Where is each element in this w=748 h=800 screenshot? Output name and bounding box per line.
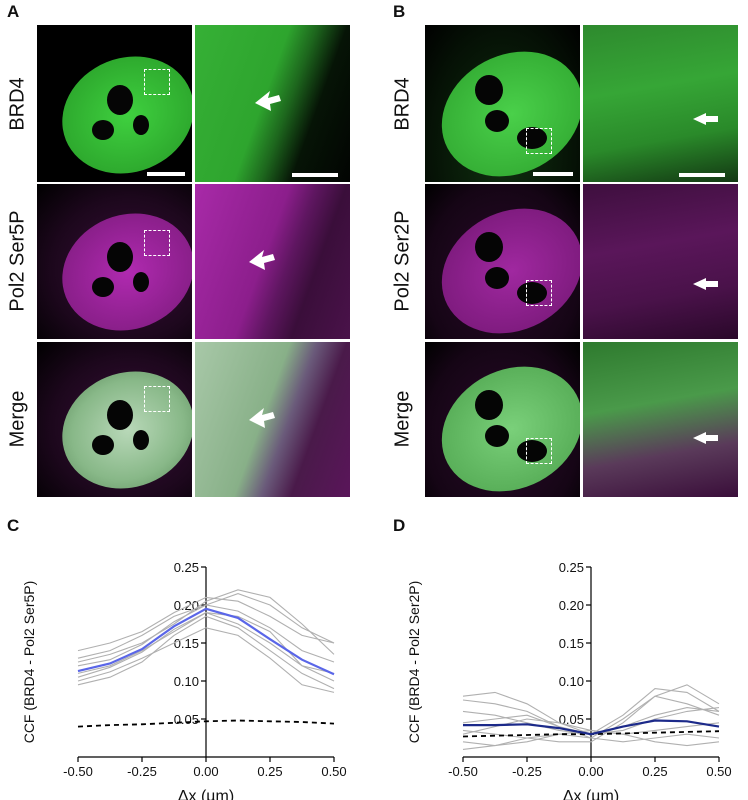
x-tick-label: 0.25 [642,764,667,779]
y-tick-label: 0.25 [559,560,584,575]
image-b-pol2 [425,184,580,339]
individual-series-line [462,695,720,743]
y-tick-label: 0.10 [174,674,199,689]
image-a-merge-zoom [195,342,350,497]
individual-series-line [462,733,720,747]
y-axis-label: CCF (BRD4 - Pol2 Ser2P) [406,581,422,744]
x-axis-label: Δx (µm) [178,788,234,800]
image-b-brd4 [425,25,580,182]
individual-series-line [462,729,720,750]
row-label-b-merge: Merge [391,390,414,448]
y-tick-label: 0.05 [174,712,199,727]
y-tick-label: 0.15 [174,636,199,651]
x-tick-label: -0.25 [127,764,157,779]
mean-series-line [77,607,335,676]
x-tick-label: 0.50 [706,764,731,779]
arrow-icon [693,432,718,444]
row-label-a-merge: Merge [6,390,29,448]
image-b-merge-zoom [583,342,738,497]
x-tick-label: 0.50 [321,764,346,779]
image-b-pol2-zoom [583,184,738,339]
x-tick-label: 0.25 [257,764,282,779]
x-tick-label: 0.00 [193,764,218,779]
image-a-pol2-zoom [195,184,350,339]
arrow-icon [249,408,275,428]
y-tick-label: 0.15 [559,636,584,651]
image-b-brd4-zoom [583,25,738,182]
control-series-line [77,719,335,728]
image-b-merge [425,342,580,497]
individual-series-line [77,627,335,693]
image-a-brd4 [37,25,192,182]
mean-series-line [463,719,720,736]
row-label-b-pol2: Pol2 Ser2P [391,210,414,312]
individual-series-line [77,596,335,652]
y-tick-label: 0.20 [559,598,584,613]
x-axis-label: Δx (µm) [563,788,619,800]
chart-c: -0.50 -0.25 0.00 0.25 0.500.050.100.150.200.… [21,560,347,800]
arrow-icon [255,91,281,111]
image-a-merge [37,342,192,497]
image-a-brd4-zoom [195,25,350,182]
panel-letter-d: D [393,516,406,535]
arrow-icon [249,250,275,270]
x-tick-label: 0.00 [578,764,603,779]
individual-series-line [77,604,335,667]
panel-letter-b: B [393,2,406,21]
individual-series-line [77,615,335,690]
arrow-icon [693,113,718,125]
chart-d: -0.50 -0.25 0.00 0.25 0.50 0.05 0.10 0.15 0.20 0.… [406,560,732,800]
y-tick-label: 0.25 [174,560,199,575]
individual-series-line [77,589,335,663]
panel-letter-a: A [7,2,20,21]
x-tick-label: -0.50 [63,764,93,779]
arrow-icon [693,278,718,290]
x-tick-label: -0.50 [448,764,478,779]
individual-series-line [77,612,335,678]
image-a-pol2 [37,184,192,339]
row-label-a-brd4: BRD4 [6,77,29,131]
x-tick-label: -0.25 [512,764,542,779]
row-label-b-brd4: BRD4 [391,77,414,131]
y-axis-label: CCF (BRD4 - Pol2 Ser5P) [21,581,37,744]
panel-letter-c: C [7,516,20,535]
row-label-a-pol2: Pol2 Ser5P [6,210,29,312]
y-tick-label: 0.05 [559,712,584,727]
y-tick-label: 0.10 [559,674,584,689]
